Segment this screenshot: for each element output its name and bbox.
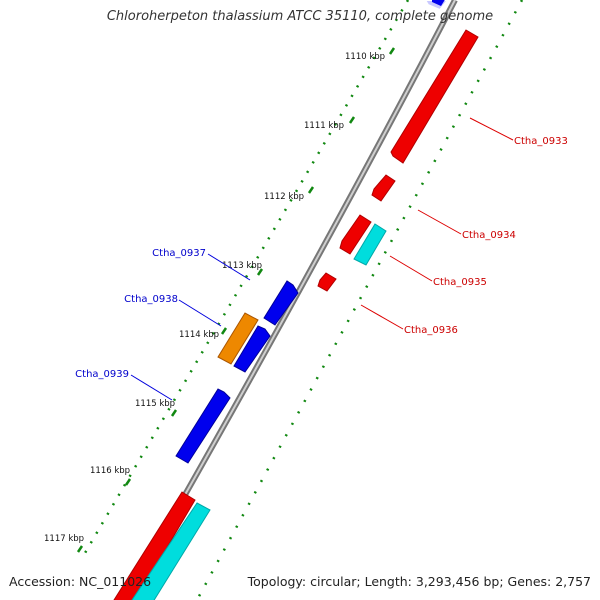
- gene-label-ctha-0939[interactable]: Ctha_0939: [75, 369, 129, 380]
- tick-label-1112: 1112 kbp: [264, 192, 304, 202]
- gene-feature-ctha-0939[interactable]: [175, 388, 231, 464]
- leader-line-ctha-0939: [130, 374, 173, 401]
- accession-label: Accession: NC_011026: [9, 574, 152, 589]
- leader-line-ctha-0936: [360, 304, 404, 330]
- outer-dot-track: [83, 0, 410, 554]
- tick-mark: [170, 409, 178, 417]
- gene-label-ctha-0938[interactable]: Ctha_0938: [124, 294, 178, 305]
- tick-mark: [307, 186, 315, 194]
- gene-feature-ctha-0935-rna[interactable]: [353, 223, 387, 266]
- tick-label-1116: 1116 kbp: [90, 466, 130, 476]
- gene-feature-ctha-0933[interactable]: [390, 29, 479, 164]
- tick-label-1110: 1110 kbp: [345, 52, 385, 62]
- gene-feature-ctha-0938-other[interactable]: [217, 312, 259, 365]
- gene-feature-ctha-0936[interactable]: [317, 272, 337, 292]
- gene-feature-reverse-bottom[interactable]: [113, 491, 196, 600]
- page-title: Chloroherpeton thalassium ATCC 35110, co…: [106, 9, 494, 24]
- gene-feature-ctha-0937[interactable]: [263, 280, 299, 326]
- gene-feature-ctha-0938[interactable]: [233, 325, 271, 373]
- inner-dot-track: [195, 0, 524, 600]
- genome-summary: Topology: circular; Length: 3,293,456 bp…: [247, 574, 591, 589]
- gene-label-ctha-0934[interactable]: Ctha_0934: [462, 230, 516, 241]
- gene-label-ctha-0937[interactable]: Ctha_0937: [152, 248, 206, 259]
- tick-label-1117: 1117 kbp: [44, 534, 84, 544]
- gene-feature-ctha-0935[interactable]: [339, 214, 372, 255]
- tick-mark: [348, 116, 356, 124]
- tick-mark: [76, 545, 84, 553]
- gene-label-ctha-0933[interactable]: Ctha_0933: [514, 136, 568, 147]
- tick-label-1111: 1111 kbp: [304, 121, 344, 131]
- tick-mark: [256, 268, 264, 276]
- leader-line-ctha-0933: [469, 117, 514, 141]
- tick-label-1115: 1115 kbp: [135, 399, 175, 409]
- leader-line-ctha-0937: [207, 253, 251, 281]
- gene-feature-rna-bottom[interactable]: [131, 502, 211, 600]
- tick-label-1114: 1114 kbp: [179, 330, 219, 340]
- gene-label-ctha-0935[interactable]: Ctha_0935: [433, 277, 487, 288]
- leader-line-ctha-0934: [417, 209, 462, 235]
- tick-mark: [388, 47, 396, 55]
- leader-line-ctha-0938: [178, 299, 222, 327]
- tick-mark: [124, 478, 132, 486]
- tick-mark: [220, 327, 228, 335]
- gene-feature-ctha-0934[interactable]: [371, 174, 396, 202]
- tick-label-1113: 1113 kbp: [222, 261, 262, 271]
- leader-line-ctha-0935: [389, 255, 433, 282]
- gene-label-ctha-0936[interactable]: Ctha_0936: [404, 325, 458, 336]
- gene-feature-forward-top-inner[interactable]: [432, 0, 446, 6]
